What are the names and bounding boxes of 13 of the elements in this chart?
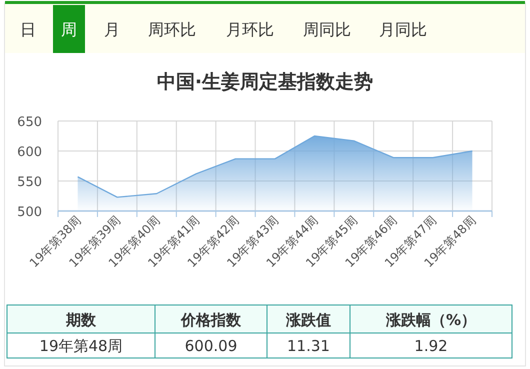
chart-title: 中国·生姜周定基指数走势 (156, 71, 374, 93)
y-tick-label: 600 (17, 145, 42, 160)
y-tick-label: 550 (17, 175, 42, 190)
text: 600.09 (184, 337, 238, 355)
text: 期数 (65, 311, 97, 329)
text: 价格指数 (180, 311, 242, 329)
y-tick-label: 500 (17, 205, 42, 220)
y-tick-label: 650 (17, 115, 42, 130)
text: 涨跌幅（%） (384, 311, 476, 329)
text: 19年第48周 (39, 337, 123, 355)
text: 1.92 (414, 337, 448, 355)
text: 涨跌值 (285, 311, 331, 329)
text: 11.31 (287, 337, 330, 355)
